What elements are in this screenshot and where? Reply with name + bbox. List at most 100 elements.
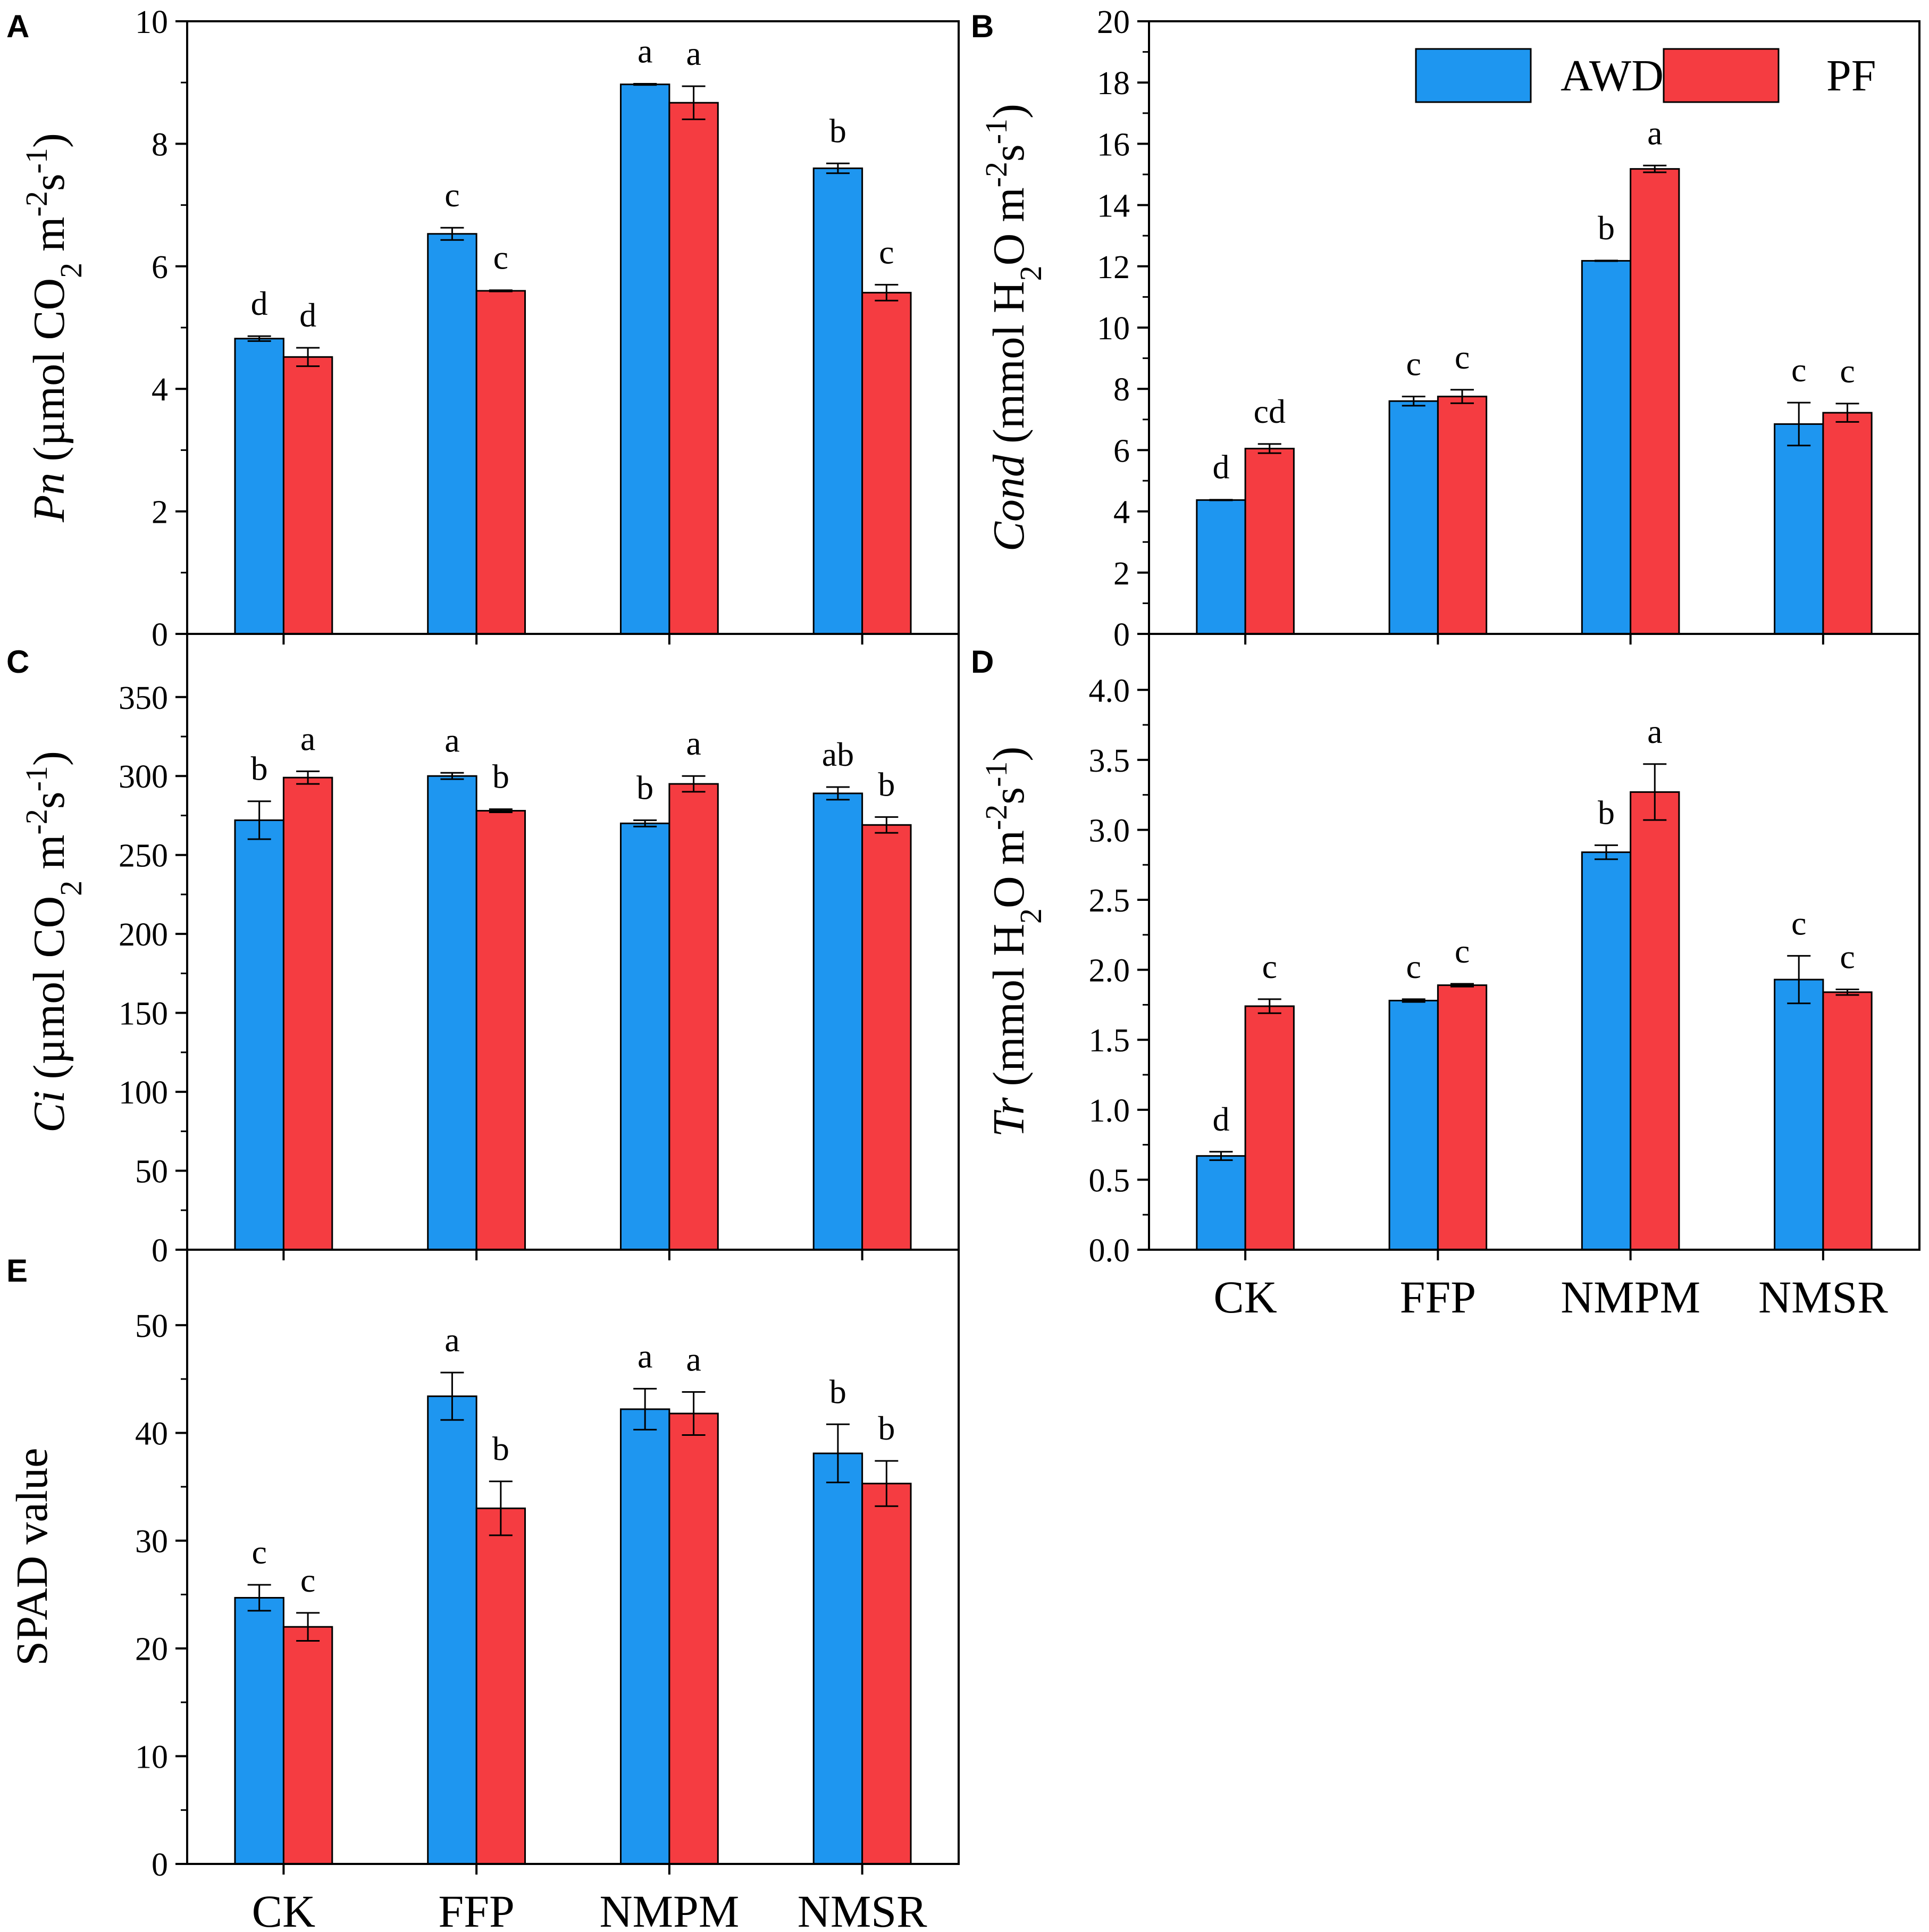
- significance-letter: c: [1455, 932, 1470, 970]
- bar-awd-nmsr: [812, 792, 863, 1251]
- significance-letter: d: [299, 296, 316, 334]
- panel-tag: B: [971, 9, 994, 44]
- legend-awd-label: AWD: [1561, 51, 1664, 101]
- bar-pf-nmsr: [861, 291, 912, 635]
- x-tick-label-ck: CK: [1213, 1272, 1277, 1323]
- significance-letter: c: [251, 1533, 266, 1571]
- y-axis-label-part: s: [24, 173, 74, 191]
- bar-pf-ffp: [1437, 396, 1488, 635]
- y-axis-label-part: 2: [1013, 908, 1048, 924]
- significance-letter: d: [251, 285, 268, 322]
- y-axis-label-part: ): [984, 747, 1034, 762]
- significance-letter: b: [829, 112, 846, 149]
- bar-pf-ffp: [475, 810, 526, 1251]
- y-tick-label: 3.5: [1089, 743, 1130, 779]
- bar-awd-nmsr: [812, 1452, 863, 1865]
- bar-awd-ck: [234, 1597, 284, 1865]
- bar-pf-nmpm: [668, 783, 719, 1251]
- y-axis-label-part: (µmol CO: [24, 896, 74, 1091]
- y-axis-label-part: (µmol CO: [24, 278, 74, 473]
- significance-letter: c: [1455, 338, 1470, 376]
- significance-letter: c: [879, 233, 894, 271]
- y-tick-label: 6: [152, 249, 168, 286]
- significance-letter: a: [686, 724, 701, 762]
- x-tick-label-ck: CK: [252, 1886, 315, 1932]
- y-axis-label-part: O m: [984, 187, 1034, 265]
- y-tick-label: 250: [119, 838, 168, 874]
- significance-letter: a: [300, 720, 315, 757]
- significance-letter: a: [444, 1321, 459, 1359]
- plot-frame: [1148, 633, 1920, 1251]
- bar-awd-nmsr: [1774, 978, 1824, 1251]
- y-tick-label: 30: [135, 1524, 168, 1560]
- bar-pf-ck: [282, 356, 333, 635]
- bar-awd-ck: [234, 338, 284, 635]
- y-tick-label: 2.0: [1089, 953, 1130, 989]
- significance-letter: c: [300, 1561, 315, 1599]
- y-axis-label-part: m: [24, 216, 74, 262]
- significance-letter: a: [638, 1337, 652, 1375]
- y-tick-label: 8: [152, 127, 168, 163]
- y-tick-label: 50: [135, 1308, 168, 1344]
- y-axis-label-part: s: [984, 144, 1034, 162]
- y-tick-label: 2: [1113, 556, 1130, 592]
- bar-pf-nmsr: [861, 1483, 912, 1865]
- y-tick-label: 0: [152, 1233, 168, 1269]
- y-axis-label-part: (mmol H: [984, 924, 1034, 1098]
- significance-letter: b: [492, 758, 509, 796]
- y-tick-label: 3.0: [1089, 813, 1130, 849]
- y-axis-label-part: -1: [979, 762, 1013, 787]
- y-tick-label: 20: [1097, 4, 1130, 40]
- y-axis-label-part: 2: [1013, 265, 1048, 281]
- bar-awd-nmsr: [1774, 423, 1824, 635]
- bar-awd-ffp: [1388, 400, 1439, 635]
- y-tick-label: 0.5: [1089, 1162, 1130, 1199]
- panel-tag: C: [6, 644, 29, 680]
- bar-pf-nmpm: [668, 1412, 719, 1865]
- bar-awd-ck: [1196, 1155, 1246, 1251]
- significance-letter: b: [878, 1409, 895, 1447]
- y-tick-label: 1.5: [1089, 1023, 1130, 1059]
- bar-awd-nmpm: [619, 822, 670, 1251]
- bar-pf-ffp: [1437, 984, 1488, 1251]
- significance-letter: a: [686, 1340, 701, 1378]
- x-tick-label-nmpm: NMPM: [599, 1886, 739, 1932]
- y-tick-label: 2: [152, 495, 168, 531]
- bar-pf-nmsr: [1822, 991, 1873, 1251]
- y-axis-label-part: s: [984, 787, 1034, 805]
- y-tick-label: 0: [152, 617, 168, 653]
- x-tick-label-nmpm: NMPM: [1561, 1272, 1700, 1323]
- bar-awd-nmpm: [1581, 260, 1632, 635]
- y-tick-label: 14: [1097, 188, 1130, 224]
- significance-letter: c: [1406, 345, 1421, 383]
- y-axis-label: Ci (µmol CO2 m-2s-1): [19, 751, 88, 1133]
- y-tick-label: 10: [1097, 311, 1130, 347]
- y-tick-label: 0: [152, 1847, 168, 1883]
- significance-letter: cd: [1254, 392, 1286, 430]
- bar-pf-nmsr: [861, 824, 912, 1251]
- significance-letter: c: [1791, 904, 1806, 942]
- y-axis-label-part: 2: [54, 263, 88, 278]
- y-tick-label: 20: [135, 1632, 168, 1668]
- significance-letter: c: [493, 239, 508, 277]
- bar-awd-ffp: [427, 233, 477, 635]
- panel-tag: A: [6, 9, 29, 44]
- y-axis-label: Cond (mmol H2O m-2s-1): [979, 104, 1048, 551]
- y-axis-label-part: O m: [984, 830, 1034, 908]
- y-axis-label-part: -2: [979, 805, 1013, 830]
- significance-letter: c: [1840, 938, 1855, 975]
- y-axis-label-part: -2: [979, 162, 1013, 187]
- x-tick-label-nmsr: NMSR: [798, 1886, 927, 1932]
- significance-letter: c: [1406, 948, 1421, 985]
- significance-letter: a: [444, 721, 459, 759]
- bar-pf-ck: [282, 776, 333, 1251]
- y-tick-label: 16: [1097, 127, 1130, 163]
- bar-awd-ck: [234, 819, 284, 1251]
- significance-letter: b: [829, 1373, 846, 1410]
- bar-awd-nmpm: [619, 83, 670, 635]
- bar-pf-ck: [1244, 448, 1295, 635]
- significance-letter: a: [1647, 114, 1662, 152]
- y-tick-label: 12: [1097, 249, 1130, 286]
